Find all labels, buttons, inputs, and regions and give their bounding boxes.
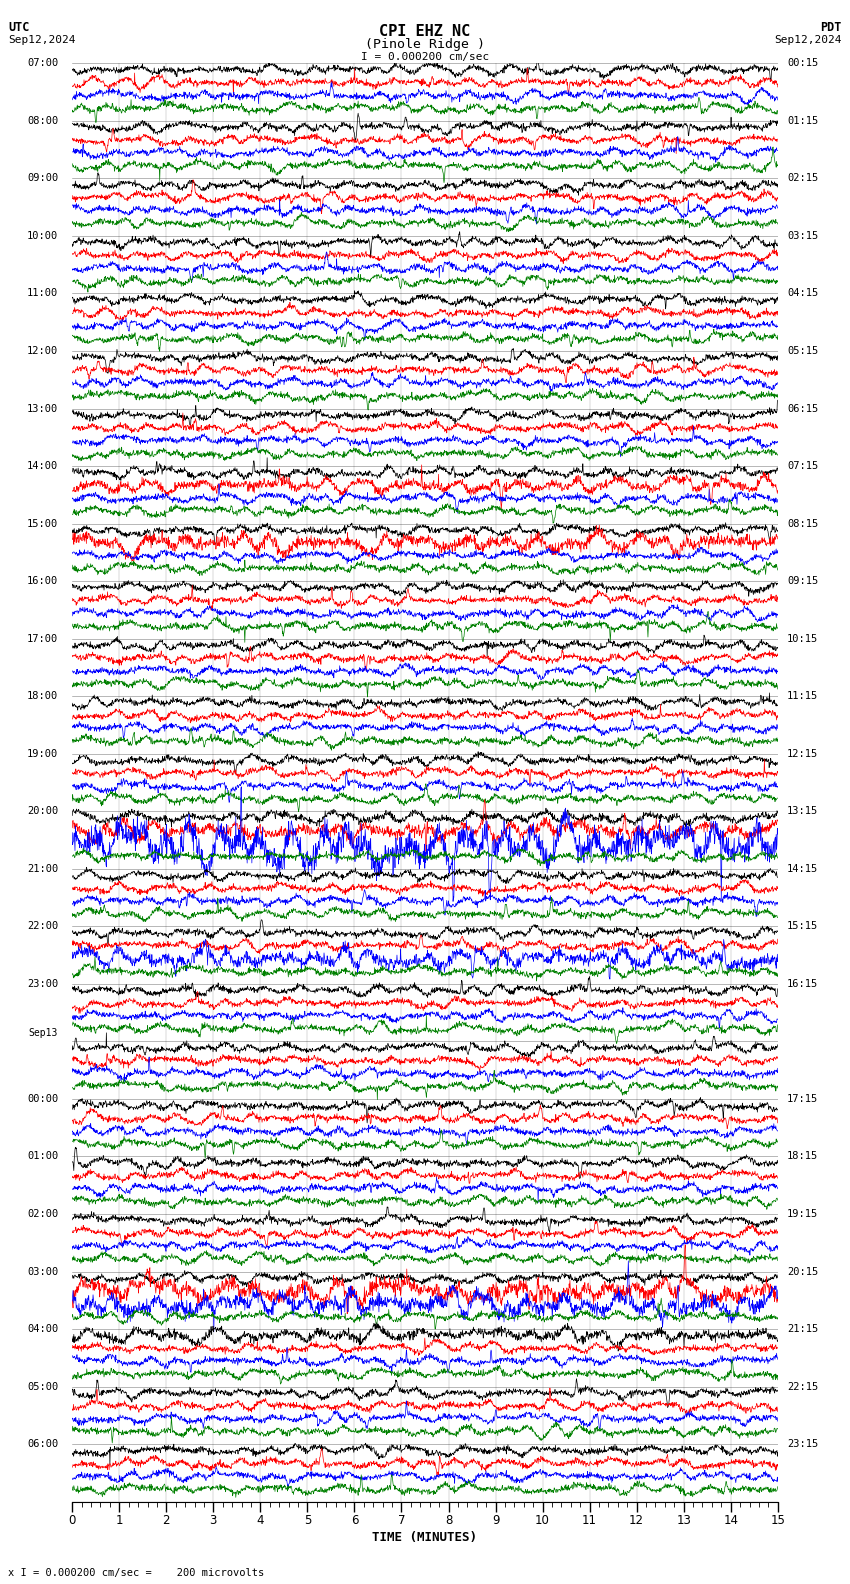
Text: 17:15: 17:15 (787, 1095, 819, 1104)
Text: 18:15: 18:15 (787, 1152, 819, 1161)
Text: 02:15: 02:15 (787, 173, 819, 184)
Text: Sep12,2024: Sep12,2024 (8, 35, 76, 44)
Text: x I = 0.000200 cm/sec =    200 microvolts: x I = 0.000200 cm/sec = 200 microvolts (8, 1568, 264, 1578)
Text: 12:15: 12:15 (787, 749, 819, 759)
Text: 05:15: 05:15 (787, 345, 819, 356)
Text: 16:15: 16:15 (787, 979, 819, 988)
Text: 18:00: 18:00 (27, 691, 58, 702)
Text: 04:15: 04:15 (787, 288, 819, 298)
Text: 22:00: 22:00 (27, 922, 58, 931)
Text: 06:00: 06:00 (27, 1440, 58, 1449)
Text: CPI EHZ NC: CPI EHZ NC (379, 24, 471, 38)
Text: 17:00: 17:00 (27, 634, 58, 643)
Text: Sep12,2024: Sep12,2024 (774, 35, 842, 44)
Text: 03:00: 03:00 (27, 1267, 58, 1277)
Text: Sep13: Sep13 (29, 1028, 58, 1038)
Text: 15:15: 15:15 (787, 922, 819, 931)
Text: 10:00: 10:00 (27, 231, 58, 241)
Text: 04:00: 04:00 (27, 1324, 58, 1334)
Text: 13:15: 13:15 (787, 806, 819, 816)
Text: 01:15: 01:15 (787, 116, 819, 125)
Text: 11:15: 11:15 (787, 691, 819, 702)
Text: 22:15: 22:15 (787, 1381, 819, 1392)
Text: 09:15: 09:15 (787, 577, 819, 586)
Text: 20:15: 20:15 (787, 1267, 819, 1277)
Text: 15:00: 15:00 (27, 518, 58, 529)
Text: 00:00: 00:00 (27, 1095, 58, 1104)
Text: 07:00: 07:00 (27, 59, 58, 68)
Text: I = 0.000200 cm/sec: I = 0.000200 cm/sec (361, 52, 489, 62)
Text: 10:15: 10:15 (787, 634, 819, 643)
Text: 13:00: 13:00 (27, 404, 58, 413)
Text: 02:00: 02:00 (27, 1209, 58, 1220)
Text: 08:00: 08:00 (27, 116, 58, 125)
Text: 01:00: 01:00 (27, 1152, 58, 1161)
Text: 19:15: 19:15 (787, 1209, 819, 1220)
Text: 05:00: 05:00 (27, 1381, 58, 1392)
Text: (Pinole Ridge ): (Pinole Ridge ) (365, 38, 485, 51)
Text: 19:00: 19:00 (27, 749, 58, 759)
Text: 08:15: 08:15 (787, 518, 819, 529)
Text: 20:00: 20:00 (27, 806, 58, 816)
Text: 14:00: 14:00 (27, 461, 58, 470)
Text: 00:15: 00:15 (787, 59, 819, 68)
Text: 06:15: 06:15 (787, 404, 819, 413)
Text: 21:00: 21:00 (27, 863, 58, 874)
Text: 23:00: 23:00 (27, 979, 58, 988)
Text: 07:15: 07:15 (787, 461, 819, 470)
Text: 16:00: 16:00 (27, 577, 58, 586)
Text: PDT: PDT (820, 21, 842, 33)
Text: 21:15: 21:15 (787, 1324, 819, 1334)
Text: 09:00: 09:00 (27, 173, 58, 184)
Text: 12:00: 12:00 (27, 345, 58, 356)
Text: 23:15: 23:15 (787, 1440, 819, 1449)
Text: 11:00: 11:00 (27, 288, 58, 298)
Text: UTC: UTC (8, 21, 30, 33)
X-axis label: TIME (MINUTES): TIME (MINUTES) (372, 1532, 478, 1544)
Text: 14:15: 14:15 (787, 863, 819, 874)
Text: 03:15: 03:15 (787, 231, 819, 241)
